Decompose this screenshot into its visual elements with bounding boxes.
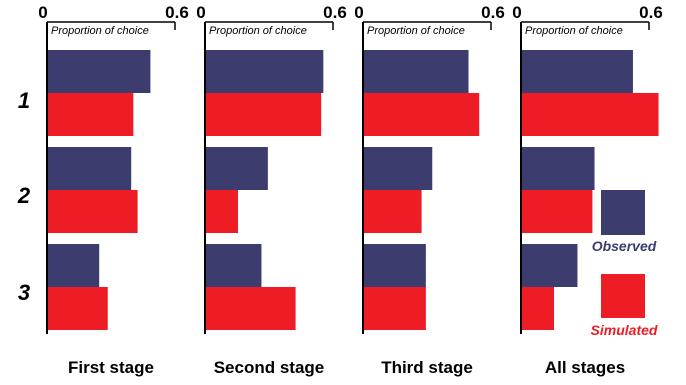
x-tick-label-min-panel2: 0	[196, 3, 205, 22]
bar-observed-panel1-cat2	[48, 147, 132, 190]
bar-simulated-panel3-cat1	[364, 93, 480, 136]
x-tick-label-min-panel3: 0	[354, 3, 363, 22]
legend-label-observed: Observed	[592, 238, 657, 254]
bar-observed-panel3-cat3	[364, 244, 426, 287]
bar-observed-panel2-cat2	[206, 147, 268, 190]
x-tick-label-max-panel3: 0.6	[481, 3, 505, 22]
bar-observed-panel4-cat2	[522, 147, 595, 190]
bar-observed-panel2-cat1	[206, 50, 324, 93]
bar-simulated-panel2-cat3	[206, 287, 296, 330]
bar-simulated-panel4-cat1	[522, 93, 659, 136]
panel-title-2: Second stage	[214, 358, 325, 377]
legend-swatch-simulated	[601, 274, 645, 318]
bar-observed-panel1-cat3	[48, 244, 100, 287]
bar-observed-panel2-cat3	[206, 244, 262, 287]
category-label-1: 1	[18, 88, 30, 113]
x-tick-label-max-panel4: 0.6	[639, 3, 663, 22]
panel-title-1: First stage	[68, 358, 154, 377]
bar-simulated-panel1-cat1	[48, 93, 134, 136]
bar-observed-panel4-cat3	[522, 244, 578, 287]
category-label-2: 2	[17, 183, 31, 208]
bar-simulated-panel4-cat2	[522, 190, 593, 233]
x-axis-label-panel1: Proportion of choice	[51, 25, 149, 37]
category-label-3: 3	[18, 280, 30, 305]
bar-simulated-panel2-cat1	[206, 93, 322, 136]
x-tick-label-max-panel1: 0.6	[165, 3, 189, 22]
bar-simulated-panel2-cat2	[206, 190, 238, 233]
x-tick-label-max-panel2: 0.6	[323, 3, 347, 22]
bar-observed-panel1-cat1	[48, 50, 151, 93]
bar-simulated-panel3-cat3	[364, 287, 426, 330]
bar-observed-panel3-cat2	[364, 147, 433, 190]
bar-simulated-panel1-cat3	[48, 287, 108, 330]
bar-observed-panel4-cat1	[522, 50, 633, 93]
x-axis-label-panel2: Proportion of choice	[209, 25, 307, 37]
legend-label-simulated: Simulated	[591, 322, 658, 338]
bar-simulated-panel1-cat2	[48, 190, 138, 233]
x-tick-label-min-panel4: 0	[512, 3, 521, 22]
bar-simulated-panel3-cat2	[364, 190, 422, 233]
x-axis-label-panel4: Proportion of choice	[525, 25, 623, 37]
bar-observed-panel3-cat1	[364, 50, 469, 93]
legend-swatch-observed	[601, 190, 645, 235]
x-axis-label-panel3: Proportion of choice	[367, 25, 465, 37]
x-tick-label-min-panel1: 0	[38, 3, 47, 22]
bar-simulated-panel4-cat3	[522, 287, 554, 330]
panel-title-3: Third stage	[381, 358, 473, 377]
panel-title-4: All stages	[545, 358, 625, 377]
